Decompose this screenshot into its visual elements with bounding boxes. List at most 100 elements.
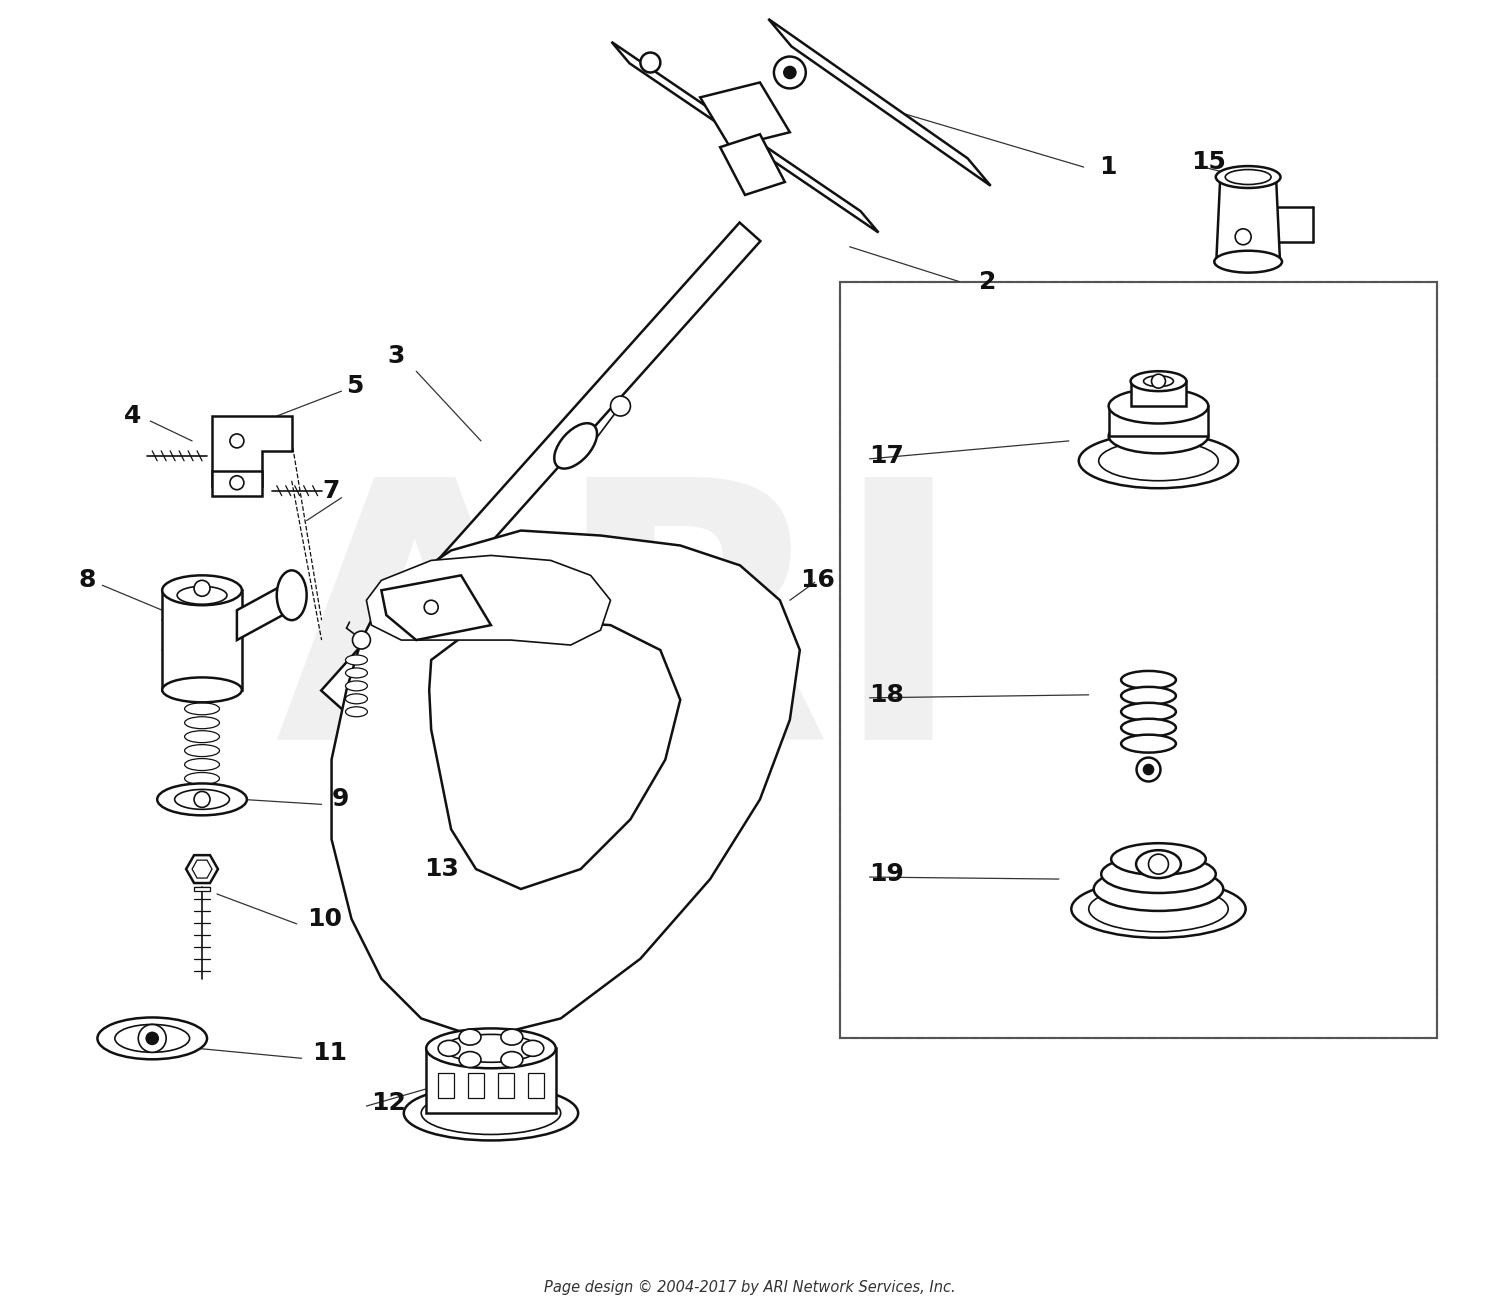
- Ellipse shape: [352, 631, 370, 649]
- Ellipse shape: [345, 694, 368, 704]
- Ellipse shape: [1143, 376, 1173, 386]
- Ellipse shape: [162, 576, 242, 606]
- Polygon shape: [1216, 177, 1280, 261]
- Text: 15: 15: [1191, 150, 1225, 173]
- Ellipse shape: [184, 731, 219, 742]
- Ellipse shape: [184, 745, 219, 757]
- Bar: [468, 1074, 484, 1099]
- Ellipse shape: [1101, 855, 1216, 894]
- Ellipse shape: [1215, 251, 1282, 272]
- Circle shape: [1143, 765, 1154, 774]
- Text: 2: 2: [980, 269, 996, 293]
- Polygon shape: [162, 590, 242, 690]
- Ellipse shape: [426, 1029, 555, 1068]
- Ellipse shape: [184, 689, 219, 700]
- Text: 11: 11: [312, 1041, 346, 1066]
- Ellipse shape: [1094, 867, 1222, 911]
- Text: 9: 9: [332, 787, 350, 812]
- Ellipse shape: [1216, 166, 1281, 188]
- Ellipse shape: [345, 668, 368, 678]
- Ellipse shape: [1071, 880, 1245, 938]
- Ellipse shape: [1120, 687, 1176, 704]
- Ellipse shape: [555, 423, 597, 469]
- Ellipse shape: [184, 758, 219, 770]
- Ellipse shape: [278, 570, 306, 620]
- Polygon shape: [211, 417, 291, 486]
- Text: 18: 18: [870, 683, 904, 707]
- Polygon shape: [381, 576, 490, 640]
- Polygon shape: [192, 861, 211, 878]
- Polygon shape: [720, 134, 784, 194]
- Ellipse shape: [177, 586, 226, 604]
- Ellipse shape: [422, 1092, 561, 1134]
- Ellipse shape: [501, 1029, 524, 1045]
- Ellipse shape: [1078, 434, 1238, 489]
- Bar: [498, 1074, 514, 1099]
- Text: 16: 16: [800, 569, 834, 593]
- Polygon shape: [429, 620, 681, 890]
- Ellipse shape: [1120, 735, 1176, 753]
- Circle shape: [1137, 758, 1161, 782]
- Text: ARI: ARI: [274, 465, 966, 815]
- Ellipse shape: [345, 707, 368, 716]
- Circle shape: [746, 162, 754, 172]
- Ellipse shape: [1120, 703, 1176, 721]
- Polygon shape: [612, 42, 879, 233]
- Bar: [840, 281, 1437, 1038]
- Text: 6: 6: [537, 692, 555, 717]
- Circle shape: [774, 57, 806, 88]
- Polygon shape: [366, 556, 610, 645]
- Bar: [840, 281, 1437, 1038]
- Ellipse shape: [501, 1051, 524, 1067]
- Polygon shape: [211, 470, 262, 495]
- Ellipse shape: [1226, 170, 1270, 184]
- Ellipse shape: [1112, 844, 1206, 875]
- Circle shape: [194, 581, 210, 597]
- Text: 3: 3: [387, 344, 405, 368]
- Ellipse shape: [1108, 389, 1209, 423]
- Circle shape: [734, 108, 746, 121]
- Circle shape: [230, 434, 244, 448]
- Text: 12: 12: [372, 1091, 406, 1116]
- Circle shape: [784, 67, 796, 79]
- Polygon shape: [186, 855, 218, 883]
- Circle shape: [1234, 229, 1251, 244]
- Ellipse shape: [404, 1085, 578, 1141]
- Circle shape: [610, 396, 630, 417]
- Ellipse shape: [158, 783, 248, 815]
- Text: Page design © 2004-2017 by ARI Network Services, Inc.: Page design © 2004-2017 by ARI Network S…: [544, 1280, 956, 1294]
- Ellipse shape: [1136, 850, 1180, 878]
- Bar: [438, 1074, 454, 1099]
- Ellipse shape: [98, 1017, 207, 1059]
- Ellipse shape: [1120, 719, 1176, 737]
- Text: 17: 17: [870, 444, 904, 468]
- Polygon shape: [426, 1049, 555, 1113]
- Circle shape: [1149, 854, 1168, 874]
- Polygon shape: [1131, 381, 1186, 406]
- Circle shape: [138, 1025, 166, 1053]
- Circle shape: [640, 53, 660, 72]
- Ellipse shape: [459, 1029, 482, 1045]
- Text: 4: 4: [123, 403, 141, 428]
- Bar: [194, 887, 210, 891]
- Bar: [528, 1074, 544, 1099]
- Ellipse shape: [438, 1041, 460, 1056]
- Ellipse shape: [345, 654, 368, 665]
- Ellipse shape: [522, 1041, 544, 1056]
- Circle shape: [194, 791, 210, 807]
- Text: 5: 5: [346, 374, 364, 398]
- Text: 14: 14: [453, 633, 489, 657]
- Polygon shape: [237, 581, 291, 640]
- Polygon shape: [1108, 406, 1209, 436]
- Text: 13: 13: [423, 857, 459, 882]
- Circle shape: [1152, 374, 1166, 388]
- Text: 7: 7: [322, 478, 340, 503]
- Ellipse shape: [162, 678, 242, 702]
- Text: 1: 1: [1098, 155, 1116, 179]
- Circle shape: [146, 1033, 158, 1045]
- Ellipse shape: [1089, 886, 1228, 932]
- Polygon shape: [321, 222, 760, 710]
- Ellipse shape: [1098, 442, 1218, 481]
- Ellipse shape: [174, 790, 230, 809]
- Ellipse shape: [444, 1034, 538, 1062]
